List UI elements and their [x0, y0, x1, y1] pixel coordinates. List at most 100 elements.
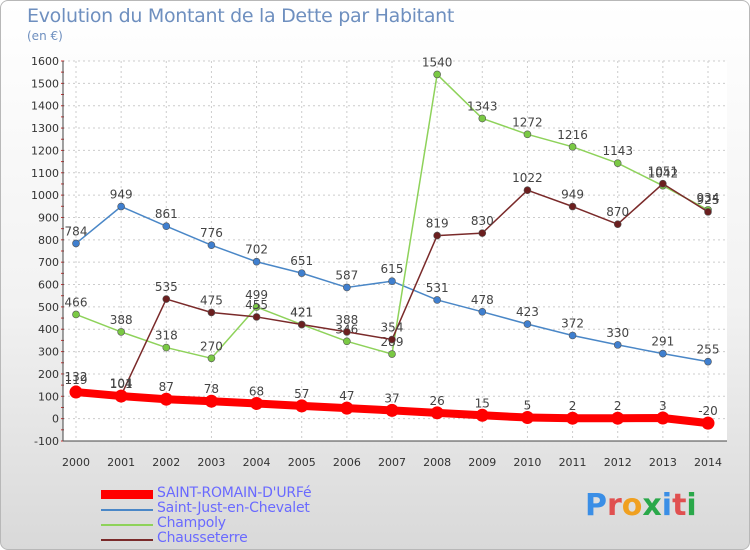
data-label: 421: [290, 306, 313, 320]
x-tick-label: 2009: [468, 456, 496, 469]
y-tick-label: 0: [52, 413, 59, 426]
data-label: 784: [65, 224, 88, 238]
y-tick-label: 1500: [31, 77, 59, 90]
data-point: [701, 416, 715, 430]
y-tick-label: 1100: [31, 167, 59, 180]
data-point: [568, 143, 577, 151]
data-label: 1143: [602, 144, 633, 158]
y-tick-label: 300: [38, 346, 59, 359]
data-label: 702: [245, 243, 268, 257]
data-label: 78: [204, 382, 219, 396]
y-tick-label: 200: [38, 368, 59, 381]
legend-label-chausseterre: Chausseterre: [157, 530, 248, 546]
x-tick-label: 2014: [694, 456, 722, 469]
data-label: 15: [475, 396, 490, 410]
legend-label-saint-just: Saint-Just-en-Chevalet: [157, 500, 310, 516]
y-tick-label: 900: [38, 211, 59, 224]
data-label: 531: [426, 281, 449, 295]
data-point: [69, 385, 83, 399]
data-point: [207, 241, 216, 249]
data-label: 57: [294, 387, 309, 401]
y-tick-label: 800: [38, 234, 59, 247]
data-label: 104: [110, 376, 133, 390]
data-label: 819: [426, 217, 449, 231]
data-point: [659, 179, 667, 188]
legend-swatch-chausseterre: [101, 539, 153, 541]
data-label: 2: [569, 399, 577, 413]
y-tick-label: -100: [34, 435, 59, 448]
data-label: 615: [381, 262, 404, 276]
data-point: [252, 313, 261, 321]
x-tick-label: 2008: [423, 456, 451, 469]
data-point: [117, 202, 125, 211]
data-label: 37: [384, 391, 399, 405]
data-point: [656, 411, 670, 425]
data-label: 318: [155, 329, 178, 343]
legend-label-champoly: Champoly: [157, 515, 226, 531]
data-label: 949: [561, 188, 584, 202]
data-label: 330: [606, 326, 629, 340]
data-label: 651: [290, 254, 313, 268]
data-point: [478, 229, 487, 237]
data-label: 1216: [557, 128, 588, 142]
data-point: [478, 307, 487, 316]
x-tick-label: 2006: [333, 456, 361, 469]
data-label: 535: [155, 280, 178, 294]
data-label: 101: [110, 377, 133, 391]
data-point: [162, 222, 171, 230]
legend-label-saint-romain: SAINT-ROMAIN-D'URFé: [157, 485, 312, 501]
data-point: [430, 406, 444, 420]
data-point: [478, 114, 487, 123]
logo-letter: x: [642, 488, 662, 523]
x-tick-label: 2013: [649, 456, 677, 469]
y-tick-label: 600: [38, 279, 59, 292]
data-label: 1022: [512, 171, 543, 185]
data-label: 587: [335, 268, 358, 282]
data-point: [162, 343, 171, 352]
data-point: [295, 399, 309, 413]
data-label: 421: [290, 306, 313, 320]
data-label: 1343: [467, 99, 498, 113]
data-label: 830: [471, 214, 494, 228]
x-tick-label: 2007: [378, 456, 406, 469]
data-label: 423: [516, 305, 539, 319]
data-point: [433, 70, 441, 79]
y-tick-label: 1300: [31, 122, 59, 135]
x-tick-label: 2000: [62, 456, 90, 469]
data-label: 925: [697, 193, 720, 207]
data-label: 1051: [648, 165, 679, 179]
data-point: [659, 349, 667, 358]
data-label: 475: [200, 293, 223, 307]
data-label: 132: [65, 370, 88, 384]
data-label: 455: [245, 298, 268, 312]
logo-letter: t: [672, 488, 687, 523]
data-label: 870: [606, 205, 629, 219]
data-point: [433, 231, 441, 240]
data-point: [523, 186, 532, 194]
x-tick-label: 2001: [107, 456, 135, 469]
data-label: 776: [200, 226, 223, 240]
y-tick-label: 1400: [31, 100, 59, 113]
x-tick-label: 2010: [513, 456, 541, 469]
data-label: 478: [471, 293, 494, 307]
data-label: 1272: [512, 115, 543, 129]
data-label: 388: [335, 313, 358, 327]
data-point: [568, 331, 577, 340]
data-label: -20: [698, 404, 718, 418]
data-point: [162, 295, 171, 303]
data-point: [475, 408, 489, 422]
data-point: [704, 357, 712, 366]
data-point: [343, 328, 351, 336]
data-point: [388, 335, 396, 344]
proxiti-logo: Proxiti: [585, 488, 697, 523]
data-label: 2: [614, 399, 622, 413]
x-tick-label: 2004: [243, 456, 271, 469]
data-label: 861: [155, 207, 178, 221]
data-point: [613, 159, 622, 167]
data-label: 119: [65, 373, 88, 387]
data-point: [566, 411, 580, 425]
data-point: [204, 394, 218, 408]
data-label: 499: [245, 288, 268, 302]
